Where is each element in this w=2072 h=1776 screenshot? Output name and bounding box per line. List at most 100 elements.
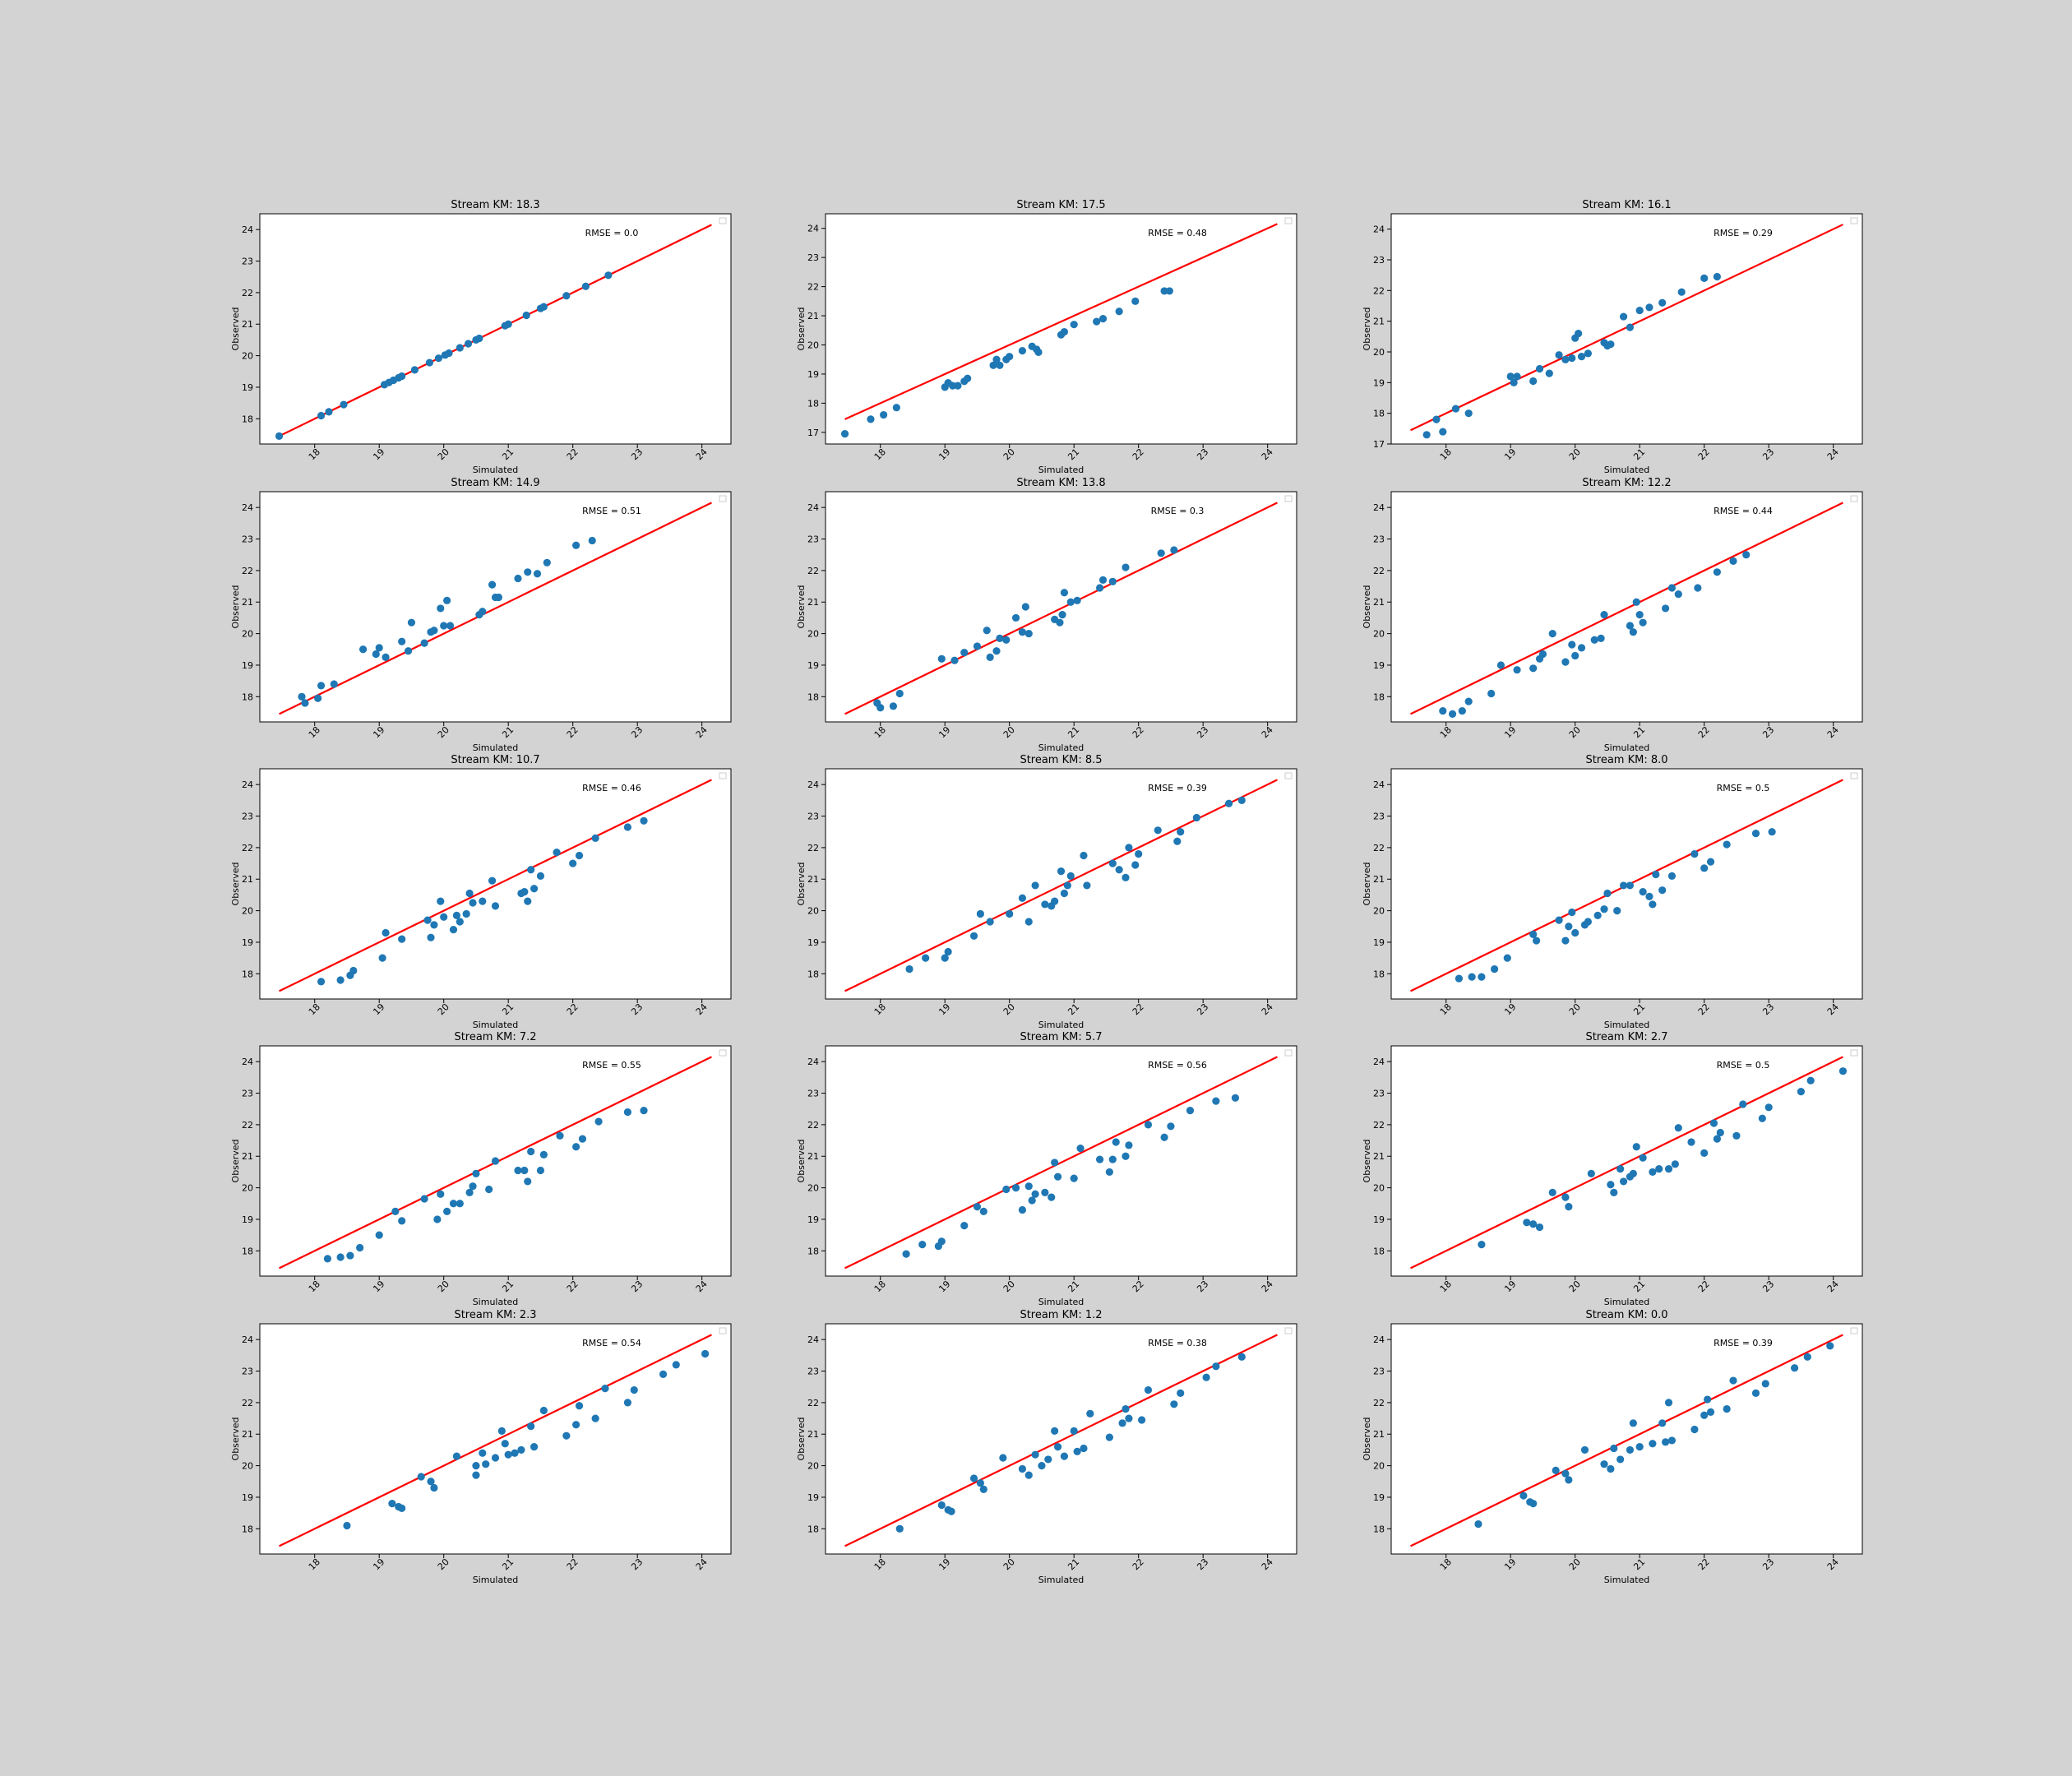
data-point (1645, 303, 1653, 312)
y-tick-label: 22 (242, 288, 253, 298)
data-point (992, 647, 1001, 655)
data-point (1713, 1135, 1721, 1143)
data-point (1607, 1181, 1615, 1189)
y-axis-label: Observed (230, 308, 241, 351)
data-point (1571, 651, 1579, 660)
data-point (969, 1474, 978, 1482)
y-tick-label: 21 (1373, 1151, 1385, 1162)
y-tick-label: 20 (242, 629, 253, 640)
plot-area (260, 214, 731, 444)
data-point (604, 271, 613, 280)
data-point (1709, 1119, 1718, 1127)
identity-line (279, 1334, 712, 1547)
data-point (1105, 1168, 1113, 1177)
legend-box (719, 217, 727, 224)
data-point (569, 859, 577, 867)
data-point (892, 404, 900, 412)
data-point (889, 702, 898, 710)
data-point (543, 558, 551, 567)
x-axis-label: Simulated (473, 465, 519, 475)
data-point (491, 1157, 500, 1165)
data-point (1629, 1169, 1637, 1177)
data-point (456, 1200, 464, 1208)
plot-area (826, 214, 1297, 444)
data-point (1122, 563, 1130, 571)
data-point (449, 926, 458, 934)
data-point (1231, 1094, 1240, 1102)
data-point (1506, 372, 1515, 381)
data-point (1095, 1155, 1104, 1163)
chart-title: Stream KM: 7.2 (454, 1031, 536, 1043)
data-point (1667, 1436, 1677, 1445)
data-point (1529, 664, 1538, 673)
data-point (1826, 1342, 1834, 1350)
data-point (1674, 1124, 1682, 1132)
x-axis-label: Simulated (1604, 465, 1650, 475)
data-point (404, 647, 413, 655)
data-point (1455, 974, 1464, 983)
data-point (922, 954, 930, 962)
data-point (1468, 973, 1476, 981)
plot-area (826, 492, 1297, 722)
data-point (1122, 1152, 1130, 1160)
data-point (1593, 911, 1602, 919)
y-axis-label: Observed (1362, 863, 1372, 906)
data-point (556, 1131, 564, 1140)
y-tick-label: 22 (1373, 285, 1385, 296)
y-tick-label: 22 (1373, 1120, 1385, 1131)
data-point (1561, 937, 1570, 945)
data-point (398, 637, 406, 645)
y-tick-label: 18 (242, 414, 253, 424)
data-point (479, 608, 487, 616)
data-point (1048, 1193, 1056, 1201)
rmse-annotation: RMSE = 0.39 (1714, 1338, 1773, 1348)
data-point (398, 372, 406, 381)
data-point (1118, 1419, 1126, 1427)
y-tick-label: 19 (242, 660, 253, 671)
data-point (1704, 1395, 1712, 1404)
y-axis-label: Observed (1362, 585, 1372, 629)
y-axis-label: Observed (230, 585, 241, 629)
y-tick-label: 19 (242, 1214, 253, 1225)
y-tick-label: 24 (807, 779, 819, 790)
data-point (530, 1442, 539, 1451)
y-axis-label: Observed (230, 863, 241, 906)
rmse-annotation: RMSE = 0.44 (1714, 506, 1773, 516)
data-point (575, 851, 584, 860)
data-point (1626, 323, 1635, 331)
data-point (1687, 1138, 1695, 1146)
data-point (1619, 1177, 1628, 1186)
data-point (1607, 340, 1615, 349)
data-point (1729, 1376, 1737, 1385)
data-point (465, 889, 474, 898)
chart-title: Stream KM: 16.1 (1582, 199, 1671, 211)
axes-frame (825, 768, 1297, 1000)
y-tick-label: 19 (1373, 377, 1385, 388)
data-point (1806, 1076, 1815, 1085)
legend-box (1284, 772, 1293, 779)
data-point (1024, 630, 1033, 638)
y-tick-label: 20 (242, 351, 253, 362)
axes-frame (1390, 1323, 1863, 1555)
data-point (1154, 826, 1162, 835)
data-point (640, 816, 648, 825)
data-point (1011, 613, 1020, 622)
data-point (437, 604, 445, 613)
rmse-annotation: RMSE = 0.39 (1148, 783, 1207, 793)
data-point (349, 966, 358, 975)
data-point (301, 699, 309, 707)
data-point (1610, 1444, 1618, 1453)
data-point (960, 1222, 969, 1230)
data-point (1056, 618, 1064, 627)
data-point (382, 928, 390, 937)
data-point (867, 415, 875, 423)
data-point (1490, 964, 1499, 974)
data-point (1758, 1114, 1766, 1122)
y-tick-label: 20 (242, 1183, 253, 1194)
data-point (1674, 590, 1682, 599)
